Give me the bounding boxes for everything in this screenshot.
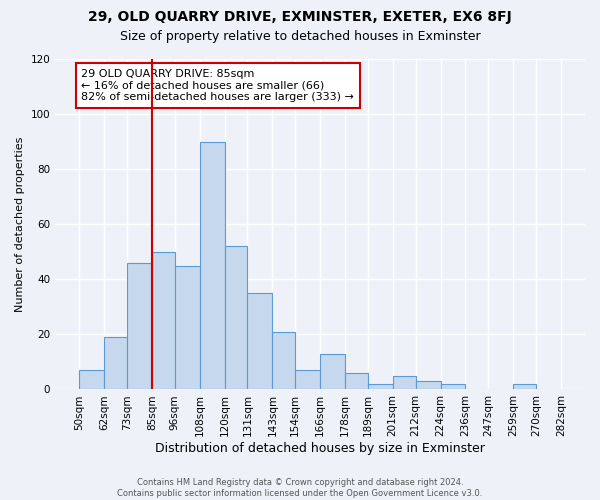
Bar — [247, 293, 272, 390]
Bar — [152, 252, 175, 390]
Bar — [295, 370, 320, 390]
Y-axis label: Number of detached properties: Number of detached properties — [15, 136, 25, 312]
Bar — [393, 376, 416, 390]
Bar — [200, 142, 224, 390]
Text: 29, OLD QUARRY DRIVE, EXMINSTER, EXETER, EX6 8FJ: 29, OLD QUARRY DRIVE, EXMINSTER, EXETER,… — [88, 10, 512, 24]
Bar — [320, 354, 345, 390]
Bar — [175, 266, 200, 390]
Text: 29 OLD QUARRY DRIVE: 85sqm
← 16% of detached houses are smaller (66)
82% of semi: 29 OLD QUARRY DRIVE: 85sqm ← 16% of deta… — [82, 69, 354, 102]
Bar — [104, 337, 127, 390]
Bar — [440, 384, 466, 390]
Bar — [272, 332, 295, 390]
Bar — [513, 384, 536, 390]
Bar — [79, 370, 104, 390]
Bar — [127, 263, 152, 390]
Bar — [416, 381, 440, 390]
X-axis label: Distribution of detached houses by size in Exminster: Distribution of detached houses by size … — [155, 442, 485, 455]
Bar — [345, 373, 368, 390]
Text: Contains HM Land Registry data © Crown copyright and database right 2024.
Contai: Contains HM Land Registry data © Crown c… — [118, 478, 482, 498]
Bar — [224, 246, 247, 390]
Bar — [368, 384, 393, 390]
Text: Size of property relative to detached houses in Exminster: Size of property relative to detached ho… — [119, 30, 481, 43]
